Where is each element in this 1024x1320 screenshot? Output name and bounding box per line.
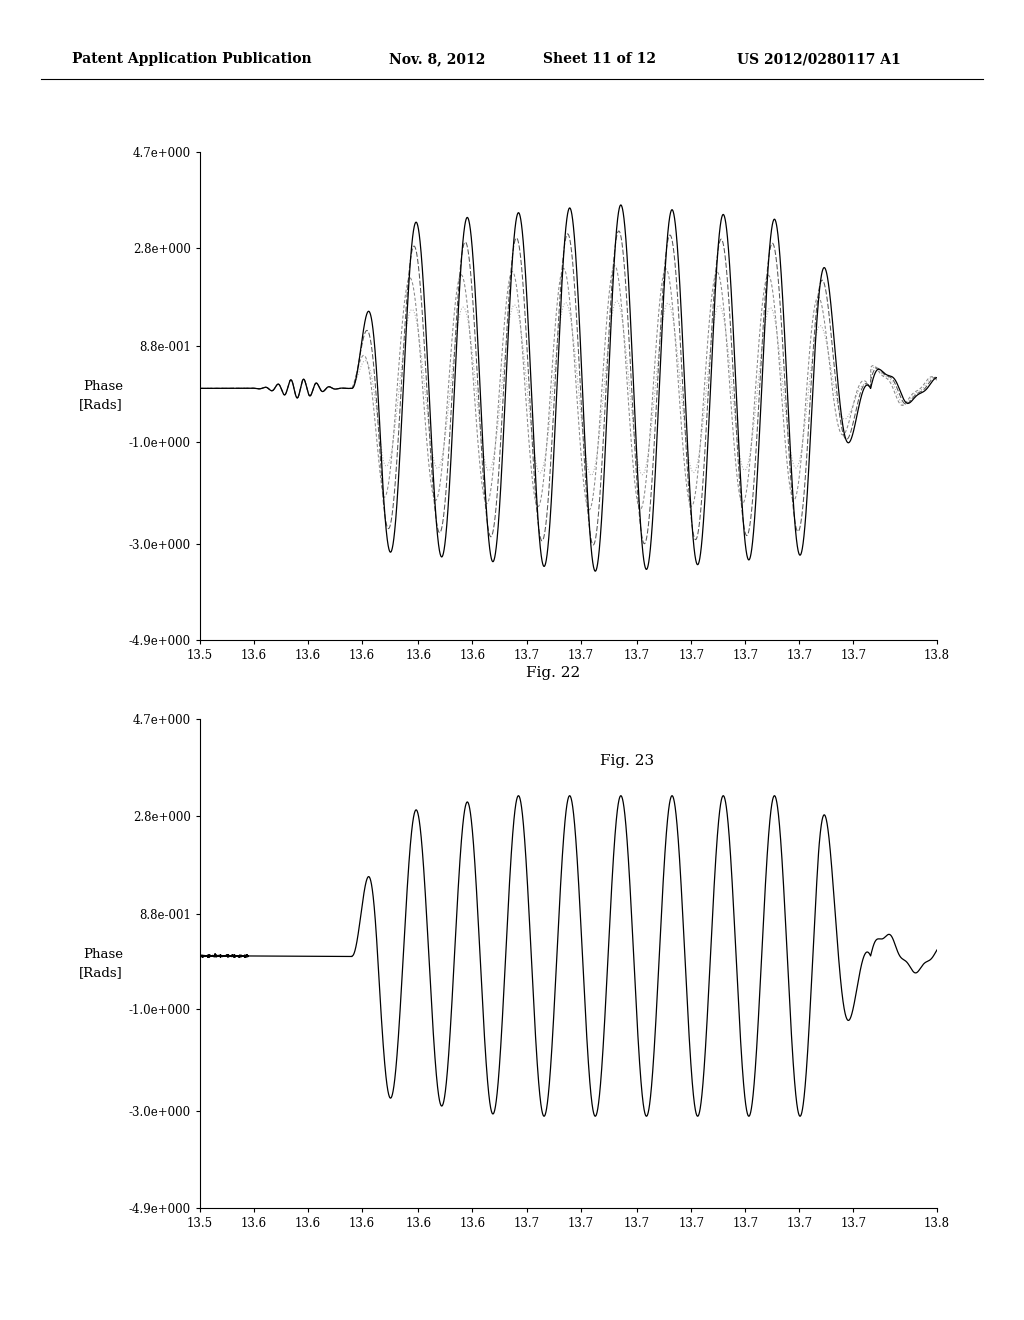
Y-axis label: Phase
[Rads]: Phase [Rads] (79, 380, 123, 412)
Text: Nov. 8, 2012: Nov. 8, 2012 (389, 53, 485, 66)
Text: Patent Application Publication: Patent Application Publication (72, 53, 311, 66)
Y-axis label: Phase
[Rads]: Phase [Rads] (79, 948, 123, 979)
Text: US 2012/0280117 A1: US 2012/0280117 A1 (737, 53, 901, 66)
Text: Fig. 22: Fig. 22 (526, 667, 580, 680)
Text: Sheet 11 of 12: Sheet 11 of 12 (543, 53, 655, 66)
Text: Fig. 23: Fig. 23 (600, 754, 654, 768)
